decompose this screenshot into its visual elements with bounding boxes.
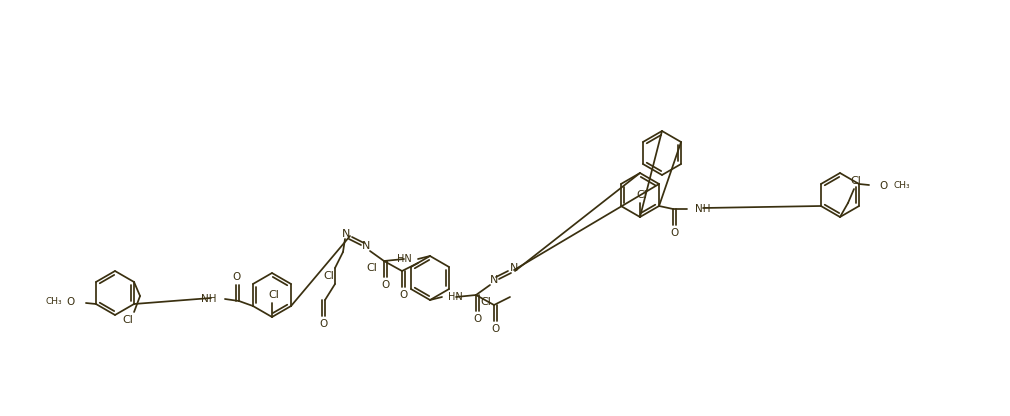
Text: O: O [233, 272, 241, 282]
Text: O: O [319, 319, 327, 329]
Text: N: N [362, 241, 371, 251]
Text: NH: NH [201, 294, 217, 304]
Text: Cl: Cl [636, 190, 647, 200]
Text: O: O [491, 324, 499, 334]
Text: Cl: Cl [367, 263, 378, 273]
Text: CH₃: CH₃ [893, 181, 910, 191]
Text: Cl: Cl [122, 315, 133, 325]
Text: NH: NH [695, 204, 711, 214]
Text: N: N [341, 229, 350, 239]
Text: Cl: Cl [850, 176, 862, 186]
Text: O: O [381, 280, 389, 290]
Text: O: O [670, 228, 678, 238]
Text: O: O [67, 297, 75, 307]
Text: CH₃: CH₃ [45, 297, 62, 307]
Text: HN: HN [397, 254, 412, 264]
Text: O: O [473, 314, 481, 324]
Text: N: N [510, 263, 518, 273]
Text: Cl: Cl [323, 271, 334, 281]
Text: O: O [879, 181, 888, 191]
Text: HN: HN [448, 292, 463, 302]
Text: N: N [490, 275, 498, 285]
Text: Cl: Cl [269, 290, 280, 300]
Text: O: O [399, 290, 407, 300]
Text: Cl: Cl [481, 297, 492, 307]
